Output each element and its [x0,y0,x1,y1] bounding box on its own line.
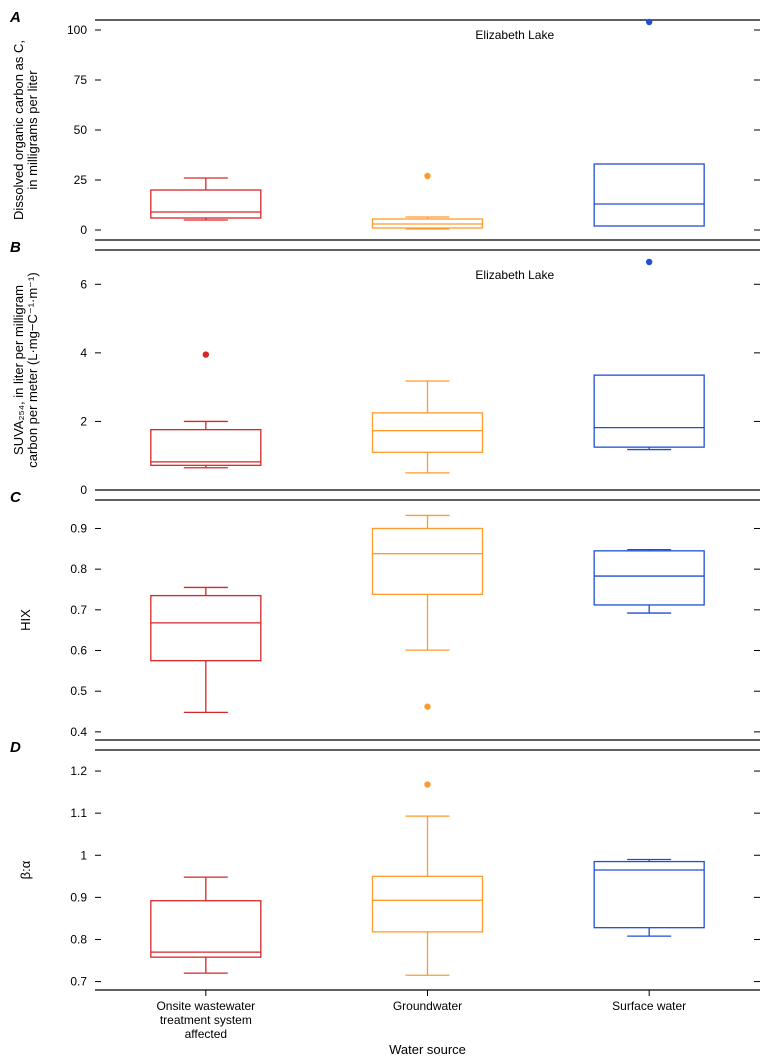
box [373,528,483,594]
ytick-label: 0.4 [70,725,87,739]
y-axis-label: β:α [18,860,33,879]
outlier-point [424,703,430,709]
ytick-label: 0.5 [70,684,87,698]
outlier-annotation: Elizabeth Lake [475,268,554,282]
ytick-label: 1.2 [70,764,87,778]
ytick-label: 0.7 [70,975,87,989]
ytick-label: 100 [67,23,87,37]
y-axis-label: HIX [18,609,33,631]
box [151,596,261,661]
ytick-label: 25 [74,173,88,187]
y-axis-label: Dissolved organic carbon as C,in milligr… [11,40,40,220]
box [373,413,483,452]
x-category-label: Surface water [612,999,686,1013]
panel-D: 0.7 0.8 0.9 1 1.1 1.2 Dβ:α [10,739,760,990]
panel-A: 0 25 50 75 100 A Dissolved organic carbon as C… [9,9,760,240]
box [373,876,483,932]
box [594,375,704,447]
x-category-label: Groundwater [393,999,462,1013]
panel-label: C [10,489,22,506]
ytick-label: 1.1 [70,806,87,820]
panel-C: 0.4 0.5 0.6 0.7 0.8 0.9 C HIX [10,489,760,740]
panel-label: B [10,239,21,256]
outlier-annotation: Elizabeth Lake [475,28,554,42]
box [594,862,704,928]
ytick-label: 0 [80,483,87,497]
x-axis-label: Water source [389,1042,466,1057]
ytick-label: 75 [74,73,88,87]
box [151,430,261,466]
ytick-label: 0 [80,223,87,237]
panel-label: D [10,739,21,756]
panel-B: 0 2 4 6 B SUVA₂₅₄, in liter per milligramcarb… [10,239,760,497]
figure-container: 0 25 50 75 100 A Dissolved organic carbon as C… [0,0,783,1061]
x-category-label: Onsite wastewatertreatment systemaffecte… [156,999,255,1041]
box [594,551,704,605]
ytick-label: 2 [80,414,87,428]
ytick-label: 0.9 [70,890,87,904]
ytick-label: 0.8 [70,932,87,946]
ytick-label: 6 [80,277,87,291]
outlier-point [424,173,430,179]
outlier-point [646,259,652,265]
ytick-label: 0.6 [70,644,87,658]
outlier-point [646,19,652,25]
ytick-label: 0.8 [70,562,87,576]
outlier-point [203,351,209,357]
panel-label: A [9,9,21,26]
ytick-label: 4 [80,346,87,360]
outlier-point [424,781,430,787]
box [151,190,261,218]
ytick-label: 0.9 [70,521,87,535]
ytick-label: 50 [74,123,88,137]
y-axis-label: SUVA₂₅₄, in liter per milligramcarbon pe… [11,272,40,467]
box [151,901,261,957]
ytick-label: 0.7 [70,603,87,617]
box [594,164,704,226]
ytick-label: 1 [80,848,87,862]
boxplot-figure: 0 25 50 75 100 A Dissolved organic carbon as C… [0,0,783,1061]
